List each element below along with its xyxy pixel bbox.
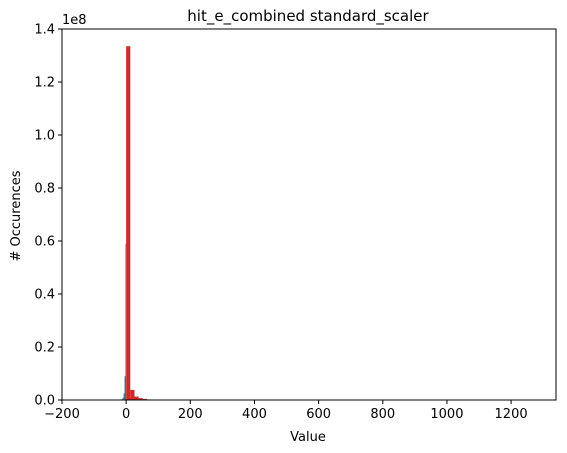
x-axis-ticks: −200 0 200 400 600 800 1000 1200 — [44, 400, 528, 422]
histogram-bar — [125, 243, 127, 400]
x-axis-label: Value — [290, 430, 326, 445]
x-tick-label: 1200 — [495, 407, 528, 422]
y-axis-offset-label: 1e8 — [62, 13, 87, 28]
histogram-bar — [126, 46, 131, 400]
y-tick-label: 1.2 — [34, 76, 55, 91]
histogram-bars — [121, 46, 152, 400]
y-tick-label: 0.2 — [34, 341, 55, 356]
histogram-bar — [124, 376, 126, 400]
histogram-bar — [123, 393, 125, 400]
histogram-bar — [134, 396, 139, 400]
y-tick-label: 0.8 — [34, 182, 55, 197]
x-tick-label: 600 — [306, 407, 331, 422]
y-axis-ticks: 0.0 0.2 0.4 0.6 0.8 1.0 1.2 1.4 — [34, 23, 62, 409]
y-tick-label: 0.0 — [34, 394, 55, 409]
y-tick-label: 0.4 — [34, 288, 55, 303]
y-tick-label: 0.6 — [34, 235, 55, 250]
x-tick-label: 400 — [242, 407, 267, 422]
y-axis-label: # Occurences — [9, 170, 24, 261]
x-tick-label: 1000 — [430, 407, 463, 422]
histogram-bar — [130, 389, 135, 400]
x-tick-label: 800 — [370, 407, 395, 422]
y-tick-label: 1.0 — [34, 129, 55, 144]
x-tick-label: −200 — [44, 407, 80, 422]
histogram-bar — [122, 397, 124, 400]
x-tick-label: 200 — [178, 407, 203, 422]
histogram-bar — [142, 398, 148, 400]
x-tick-label: 0 — [122, 407, 130, 422]
plot-frame — [61, 28, 557, 401]
histogram-bar — [138, 398, 143, 400]
y-tick-label: 1.4 — [34, 23, 55, 38]
chart-title: hit_e_combined standard_scaler — [187, 7, 429, 26]
